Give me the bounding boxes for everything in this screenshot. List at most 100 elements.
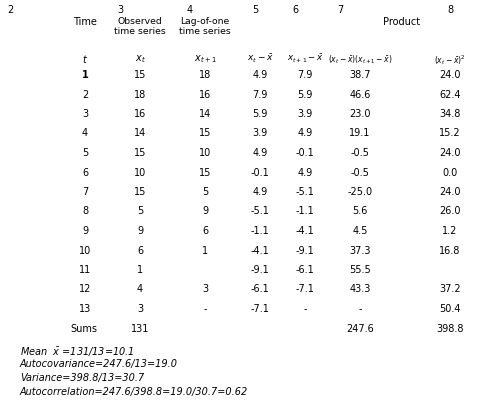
Text: 1: 1 bbox=[81, 70, 88, 80]
Text: 15: 15 bbox=[134, 70, 146, 80]
Text: 18: 18 bbox=[199, 70, 211, 80]
Text: 5.9: 5.9 bbox=[252, 109, 268, 119]
Text: 16: 16 bbox=[134, 109, 146, 119]
Text: -6.1: -6.1 bbox=[251, 285, 269, 295]
Text: Observed
time series: Observed time series bbox=[114, 17, 166, 36]
Text: 9: 9 bbox=[202, 206, 208, 217]
Text: 6: 6 bbox=[292, 5, 298, 15]
Text: -0.1: -0.1 bbox=[296, 148, 314, 158]
Text: 7: 7 bbox=[82, 187, 88, 197]
Text: 4.9: 4.9 bbox=[297, 128, 313, 138]
Text: 1: 1 bbox=[137, 265, 143, 275]
Text: $x_{t+1}-\bar{x}$: $x_{t+1}-\bar{x}$ bbox=[286, 53, 323, 65]
Text: 1: 1 bbox=[202, 245, 208, 255]
Text: 3.9: 3.9 bbox=[297, 109, 313, 119]
Text: 10: 10 bbox=[199, 148, 211, 158]
Text: 3: 3 bbox=[82, 109, 88, 119]
Text: 11: 11 bbox=[79, 265, 91, 275]
Text: Mean  $\bar{x}$ =131/13=10.1: Mean $\bar{x}$ =131/13=10.1 bbox=[20, 346, 135, 359]
Text: 3: 3 bbox=[202, 285, 208, 295]
Text: -0.5: -0.5 bbox=[351, 148, 369, 158]
Text: 24.0: 24.0 bbox=[439, 148, 461, 158]
Text: -1.1: -1.1 bbox=[251, 226, 269, 236]
Text: 15: 15 bbox=[199, 128, 211, 138]
Text: -5.1: -5.1 bbox=[251, 206, 269, 217]
Text: 5: 5 bbox=[252, 5, 258, 15]
Text: -7.1: -7.1 bbox=[251, 304, 269, 314]
Text: -6.1: -6.1 bbox=[296, 265, 314, 275]
Text: 398.8: 398.8 bbox=[436, 324, 464, 334]
Text: Sums: Sums bbox=[70, 324, 97, 334]
Text: -7.1: -7.1 bbox=[296, 285, 314, 295]
Text: 15: 15 bbox=[134, 187, 146, 197]
Text: 4: 4 bbox=[187, 5, 193, 15]
Text: 5: 5 bbox=[137, 206, 143, 217]
Text: -4.1: -4.1 bbox=[251, 245, 269, 255]
Text: 5: 5 bbox=[202, 187, 208, 197]
Text: 131: 131 bbox=[131, 324, 149, 334]
Text: 15: 15 bbox=[134, 148, 146, 158]
Text: 46.6: 46.6 bbox=[349, 89, 371, 99]
Text: 15.2: 15.2 bbox=[439, 128, 461, 138]
Text: $x_t$: $x_t$ bbox=[135, 53, 146, 65]
Text: 19.1: 19.1 bbox=[349, 128, 371, 138]
Text: 7.9: 7.9 bbox=[252, 89, 268, 99]
Text: Autocorrelation=247.6/398.8=19.0/30.7=0.62: Autocorrelation=247.6/398.8=19.0/30.7=0.… bbox=[20, 387, 248, 398]
Text: 2: 2 bbox=[82, 89, 88, 99]
Text: $(x_t-\bar{x})^2$: $(x_t-\bar{x})^2$ bbox=[434, 53, 466, 67]
Text: 4.9: 4.9 bbox=[252, 187, 268, 197]
Text: 50.4: 50.4 bbox=[439, 304, 461, 314]
Text: -5.1: -5.1 bbox=[296, 187, 314, 197]
Text: -4.1: -4.1 bbox=[296, 226, 314, 236]
Text: 8: 8 bbox=[82, 206, 88, 217]
Text: 18: 18 bbox=[134, 89, 146, 99]
Text: -: - bbox=[358, 304, 362, 314]
Text: 37.2: 37.2 bbox=[439, 285, 461, 295]
Text: 34.8: 34.8 bbox=[439, 109, 461, 119]
Text: 4.9: 4.9 bbox=[252, 70, 268, 80]
Text: 37.3: 37.3 bbox=[349, 245, 371, 255]
Text: -0.5: -0.5 bbox=[351, 168, 369, 178]
Text: 15: 15 bbox=[199, 168, 211, 178]
Text: 3: 3 bbox=[137, 304, 143, 314]
Text: 23.0: 23.0 bbox=[349, 109, 371, 119]
Text: -0.1: -0.1 bbox=[251, 168, 269, 178]
Text: 247.6: 247.6 bbox=[346, 324, 374, 334]
Text: 9: 9 bbox=[82, 226, 88, 236]
Text: 4.9: 4.9 bbox=[252, 148, 268, 158]
Text: 4.5: 4.5 bbox=[353, 226, 368, 236]
Text: 7.9: 7.9 bbox=[297, 70, 313, 80]
Text: 2: 2 bbox=[7, 5, 13, 15]
Text: 5.9: 5.9 bbox=[297, 89, 313, 99]
Text: 62.4: 62.4 bbox=[439, 89, 461, 99]
Text: 4: 4 bbox=[137, 285, 143, 295]
Text: 4.9: 4.9 bbox=[297, 168, 313, 178]
Text: 0.0: 0.0 bbox=[443, 168, 457, 178]
Text: Product: Product bbox=[383, 17, 421, 27]
Text: 5: 5 bbox=[82, 148, 88, 158]
Text: 8: 8 bbox=[447, 5, 453, 15]
Text: 10: 10 bbox=[79, 245, 91, 255]
Text: 1.2: 1.2 bbox=[442, 226, 458, 236]
Text: 4: 4 bbox=[82, 128, 88, 138]
Text: Autocovariance=247.6/13=19.0: Autocovariance=247.6/13=19.0 bbox=[20, 359, 178, 370]
Text: 16.8: 16.8 bbox=[439, 245, 461, 255]
Text: 24.0: 24.0 bbox=[439, 70, 461, 80]
Text: 12: 12 bbox=[79, 285, 91, 295]
Text: 26.0: 26.0 bbox=[439, 206, 461, 217]
Text: Lag-of-one
time series: Lag-of-one time series bbox=[179, 17, 231, 36]
Text: 6: 6 bbox=[82, 168, 88, 178]
Text: $x_{t+1}$: $x_{t+1}$ bbox=[194, 53, 217, 65]
Text: $(x_t-\bar{x})(x_{t+1}-\bar{x})$: $(x_t-\bar{x})(x_{t+1}-\bar{x})$ bbox=[328, 53, 392, 66]
Text: 3: 3 bbox=[117, 5, 123, 15]
Text: 3.9: 3.9 bbox=[252, 128, 268, 138]
Text: -9.1: -9.1 bbox=[296, 245, 314, 255]
Text: 6: 6 bbox=[202, 226, 208, 236]
Text: -: - bbox=[203, 304, 207, 314]
Text: 38.7: 38.7 bbox=[349, 70, 371, 80]
Text: 24.0: 24.0 bbox=[439, 187, 461, 197]
Text: 7: 7 bbox=[337, 5, 343, 15]
Text: 55.5: 55.5 bbox=[349, 265, 371, 275]
Text: 16: 16 bbox=[199, 89, 211, 99]
Text: 14: 14 bbox=[199, 109, 211, 119]
